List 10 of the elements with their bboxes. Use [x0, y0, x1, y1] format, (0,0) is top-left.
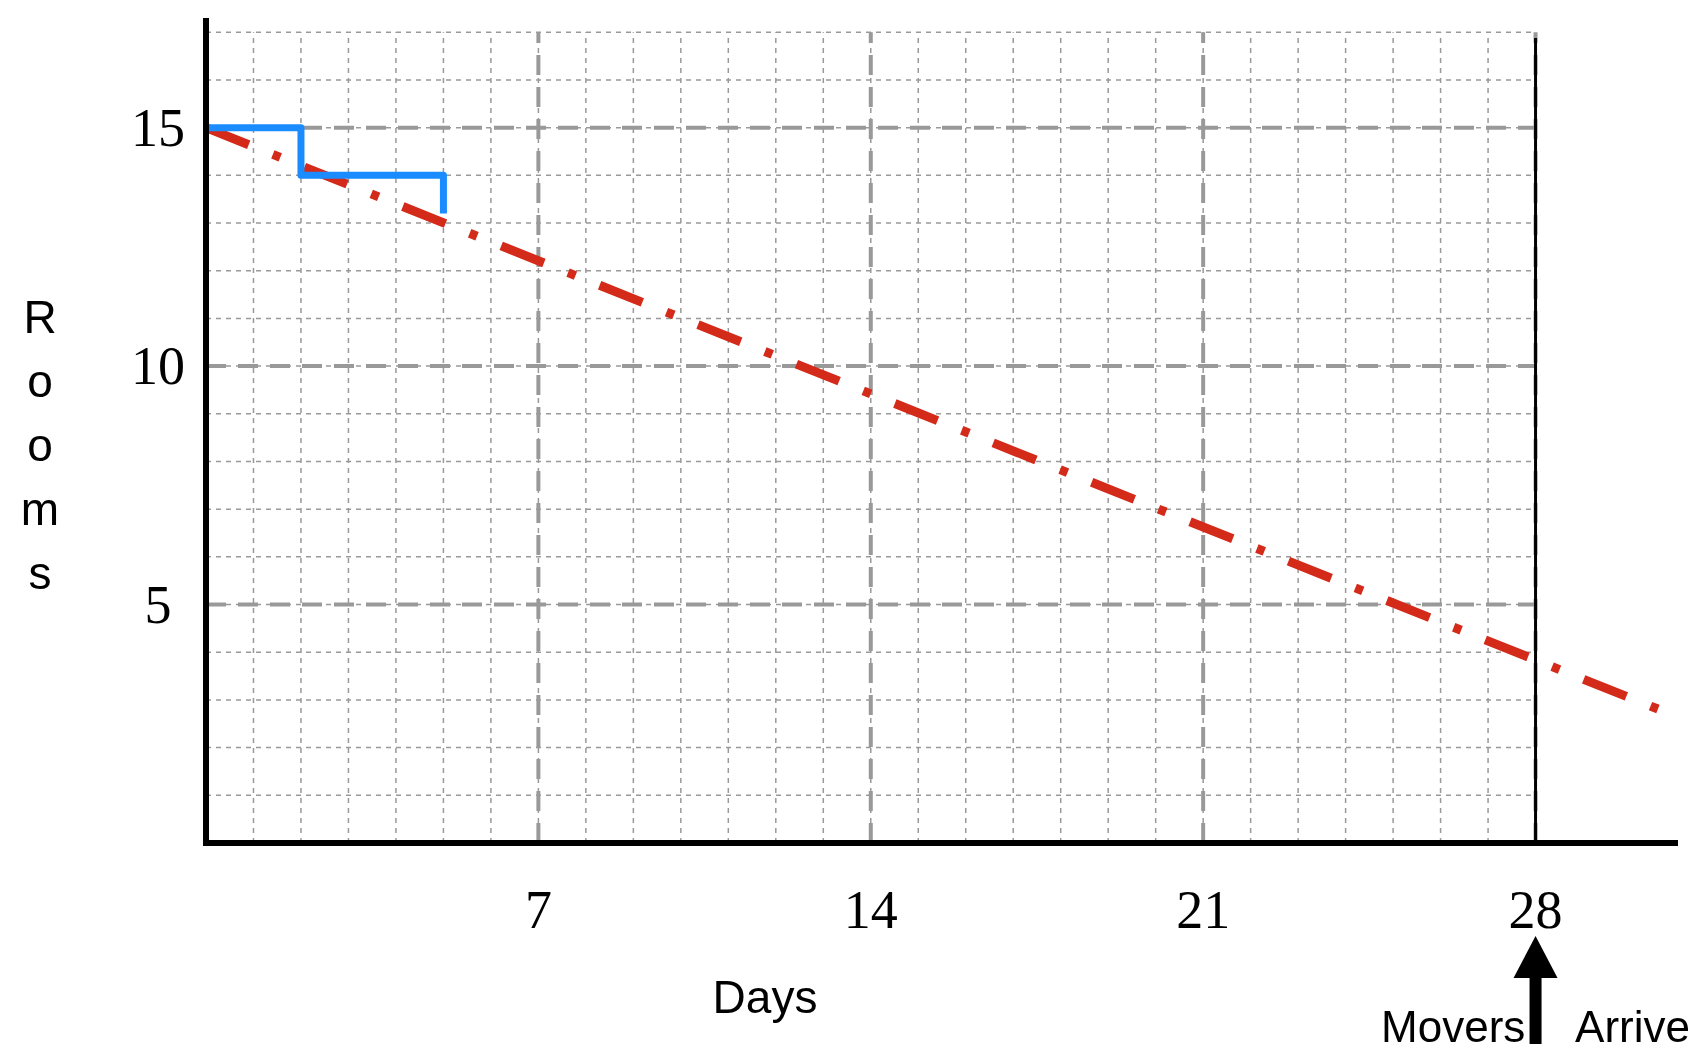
y-tick-label: 10 [131, 336, 185, 397]
ref-line-label: Movers Arrive [1381, 1002, 1691, 1045]
x-tick-label: 14 [843, 880, 898, 940]
y-axis-title: Rooms [20, 291, 60, 599]
y-tick-label: 15 [131, 97, 185, 158]
x-tick-label: 28 [1508, 880, 1563, 940]
x-tick-label: 21 [1176, 880, 1231, 940]
x-tick-label: 7 [524, 880, 552, 940]
x-axis-title: Days [712, 971, 818, 1023]
y-tick-label: 5 [144, 574, 172, 635]
